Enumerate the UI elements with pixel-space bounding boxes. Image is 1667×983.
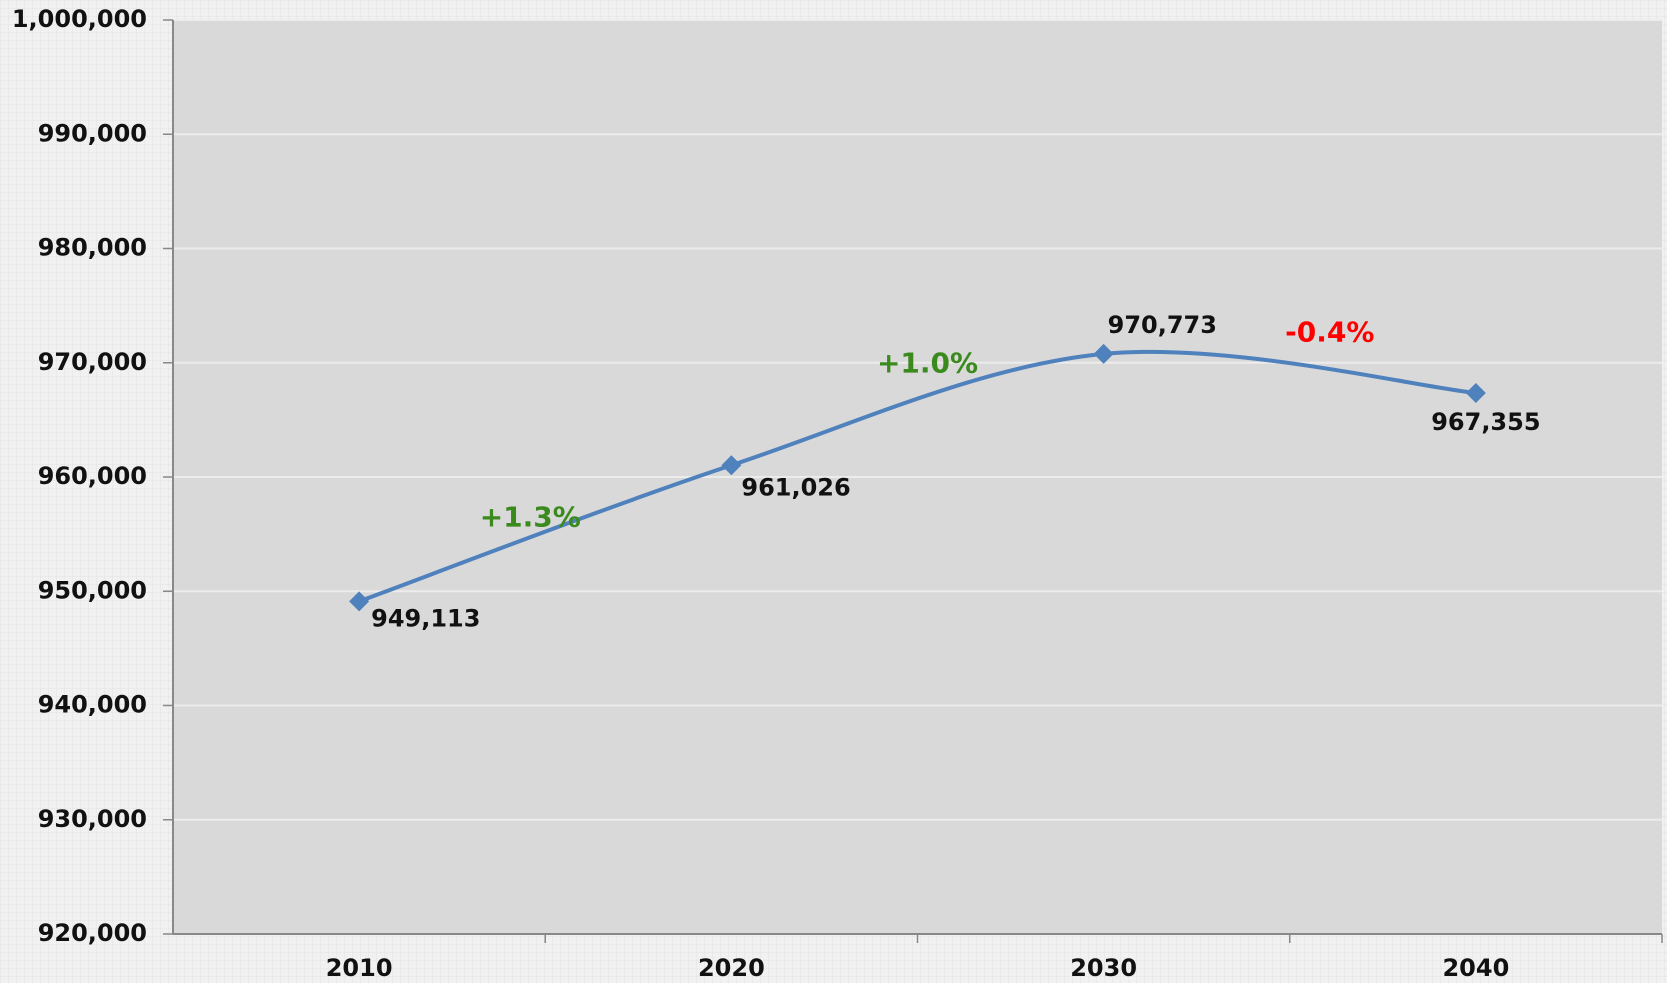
marker — [1093, 343, 1114, 364]
data-label: 949,113 — [371, 604, 480, 632]
data-label: 970,773 — [1108, 311, 1217, 339]
marker — [1465, 382, 1486, 403]
y-tick-label: 980,000 — [38, 234, 147, 262]
y-tick-label: 920,000 — [38, 919, 147, 947]
annotation: +1.3% — [480, 500, 581, 533]
data-label: 961,026 — [741, 473, 850, 501]
annotation: -0.4% — [1285, 315, 1374, 348]
marker — [721, 455, 742, 476]
x-tick-label: 2020 — [698, 954, 765, 982]
y-tick-label: 960,000 — [38, 462, 147, 490]
data-label: 967,355 — [1431, 408, 1540, 436]
y-tick-label: 930,000 — [38, 805, 147, 833]
x-tick-label: 2040 — [1442, 954, 1509, 982]
x-tick-label: 2030 — [1070, 954, 1137, 982]
y-tick-label: 940,000 — [38, 691, 147, 719]
line — [358, 349, 1477, 604]
marker — [349, 591, 370, 612]
annotation: +1.0% — [877, 347, 978, 380]
y-tick-label: 990,000 — [38, 119, 147, 147]
y-tick-label: 970,000 — [38, 348, 147, 376]
y-tick-label: 1,000,000 — [12, 5, 147, 33]
x-tick-label: 2010 — [326, 954, 393, 982]
y-tick-label: 950,000 — [38, 576, 147, 604]
